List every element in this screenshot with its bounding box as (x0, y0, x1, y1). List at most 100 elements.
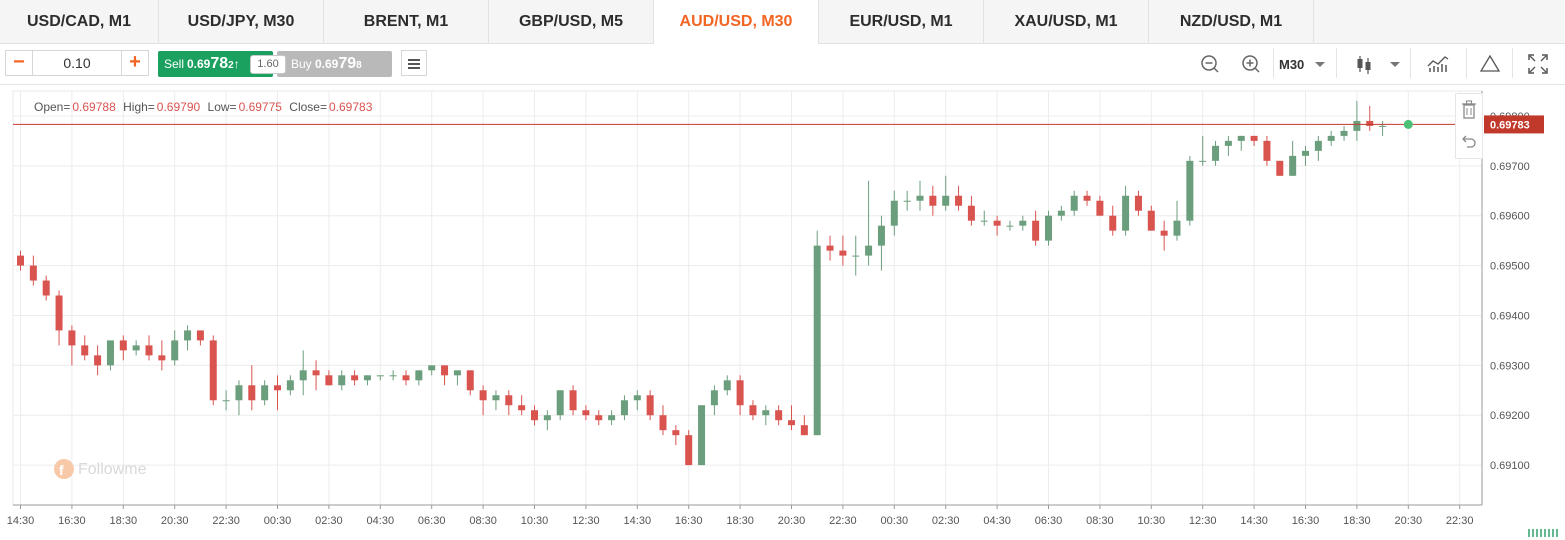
candle (1147, 205, 1155, 231)
sell-price-prefix: 0.69 (187, 57, 211, 71)
resize-handle-icon[interactable] (1527, 528, 1559, 538)
x-tick-label: 02:30 (932, 515, 960, 527)
buy-button[interactable]: Buy 0.69798 (277, 51, 392, 77)
zoom-in-icon[interactable] (1239, 50, 1263, 78)
candle-body (1224, 140, 1232, 146)
candle (942, 175, 950, 211)
x-tick-label: 04:30 (367, 515, 395, 527)
candle-body (749, 405, 757, 416)
current-price-badge (1484, 115, 1544, 134)
candle (119, 335, 127, 361)
candle (659, 405, 667, 436)
candle (55, 290, 63, 346)
menu-icon[interactable] (401, 50, 427, 76)
candle (633, 390, 641, 411)
tab-aud-usd[interactable]: AUD/USD, M30 (654, 0, 819, 44)
chevron-down-icon[interactable] (1390, 62, 1400, 67)
candle (890, 190, 898, 236)
y-tick-label: 0.69100 (1490, 460, 1530, 472)
candle-body (261, 385, 269, 401)
symbol-tabs: USD/CAD, M1 USD/JPY, M30 BRENT, M1 GBP/U… (0, 0, 1565, 44)
candle (274, 375, 281, 411)
buy-price: 0.69798 (315, 55, 362, 73)
candle-body (42, 280, 50, 296)
candle (1224, 135, 1232, 156)
candle-body (1302, 150, 1309, 156)
x-tick-label: 04:30 (983, 515, 1011, 527)
candle-body (55, 295, 63, 331)
indicators-icon[interactable] (1426, 50, 1450, 78)
candle-body (762, 410, 770, 416)
candle-body (531, 410, 538, 421)
candle (1019, 215, 1027, 231)
tab-brent[interactable]: BRENT, M1 (324, 0, 489, 43)
y-tick-label: 0.69600 (1490, 211, 1530, 223)
candle-body (1045, 215, 1052, 241)
price-chart[interactable]: f Followme 0.691000.692000.693000.694000… (0, 85, 1565, 540)
ohlc-readout: Open= 0.69788 High= 0.69790 Low= 0.69775 Cl… (34, 100, 373, 114)
x-tick-label: 22:30 (1446, 515, 1474, 527)
candle-body (672, 430, 680, 436)
chevron-down-icon[interactable] (1315, 62, 1325, 67)
candle (261, 380, 269, 406)
candle-body (903, 200, 911, 202)
candle-body (1237, 135, 1245, 141)
candle (428, 365, 436, 376)
triangle-icon[interactable] (1478, 50, 1502, 78)
lot-increase-button[interactable]: + (121, 51, 148, 75)
candle (916, 180, 924, 211)
candle-body (389, 375, 397, 377)
x-tick-label: 18:30 (726, 515, 754, 527)
spread-badge: 1.60 (250, 55, 286, 74)
lot-size-input[interactable] (33, 51, 121, 75)
candlestick-icon[interactable] (1352, 50, 1376, 78)
tab-usd-cad[interactable]: USD/CAD, M1 (0, 0, 159, 43)
candle-body (17, 255, 24, 266)
candle-body (1109, 215, 1117, 231)
buy-price-prefix: 0.69 (315, 57, 339, 71)
undo-icon[interactable] (1461, 132, 1477, 150)
y-tick-label: 0.69400 (1490, 310, 1530, 322)
tab-xau-usd[interactable]: XAU/USD, M1 (984, 0, 1149, 43)
close-value: 0.69783 (329, 100, 373, 114)
candle-body (916, 195, 924, 201)
candle (1250, 135, 1258, 146)
zoom-out-icon[interactable] (1198, 50, 1222, 78)
tab-gbp-usd[interactable]: GBP/USD, M5 (489, 0, 654, 43)
candle (17, 250, 24, 271)
candle (184, 325, 192, 351)
candle-body (184, 330, 192, 341)
candle-body (685, 435, 693, 466)
trash-icon[interactable] (1461, 100, 1477, 120)
tab-eur-usd[interactable]: EUR/USD, M1 (819, 0, 984, 43)
lot-decrease-button[interactable]: − (6, 51, 33, 75)
x-tick-label: 12:30 (572, 515, 600, 527)
candle-body (1134, 195, 1142, 211)
tab-usd-jpy[interactable]: USD/JPY, M30 (159, 0, 324, 43)
candle-body (1147, 210, 1155, 231)
fullscreen-icon[interactable] (1526, 50, 1550, 78)
candle (1379, 120, 1387, 136)
candle-body (402, 375, 410, 381)
candle-body (1263, 140, 1271, 161)
candle-body (286, 380, 294, 391)
candle (492, 390, 500, 411)
x-tick-label: 14:30 (7, 515, 35, 527)
candle-body (620, 400, 628, 416)
timeframe-select[interactable]: M30 (1279, 57, 1305, 72)
candle (402, 370, 410, 386)
candle-body (505, 395, 513, 406)
candle (1212, 140, 1220, 166)
candle (993, 215, 1001, 236)
tab-nzd-usd[interactable]: NZD/USD, M1 (1149, 0, 1314, 43)
candle-body (1160, 230, 1168, 236)
live-price-dot (1403, 119, 1413, 129)
x-tick-label: 14:30 (624, 515, 652, 527)
candle-body (1250, 135, 1258, 141)
candle (389, 370, 397, 381)
candle (865, 180, 873, 266)
candle (145, 335, 153, 361)
candle-body (582, 410, 590, 416)
candle-body (518, 405, 526, 411)
candle-body (222, 400, 230, 402)
